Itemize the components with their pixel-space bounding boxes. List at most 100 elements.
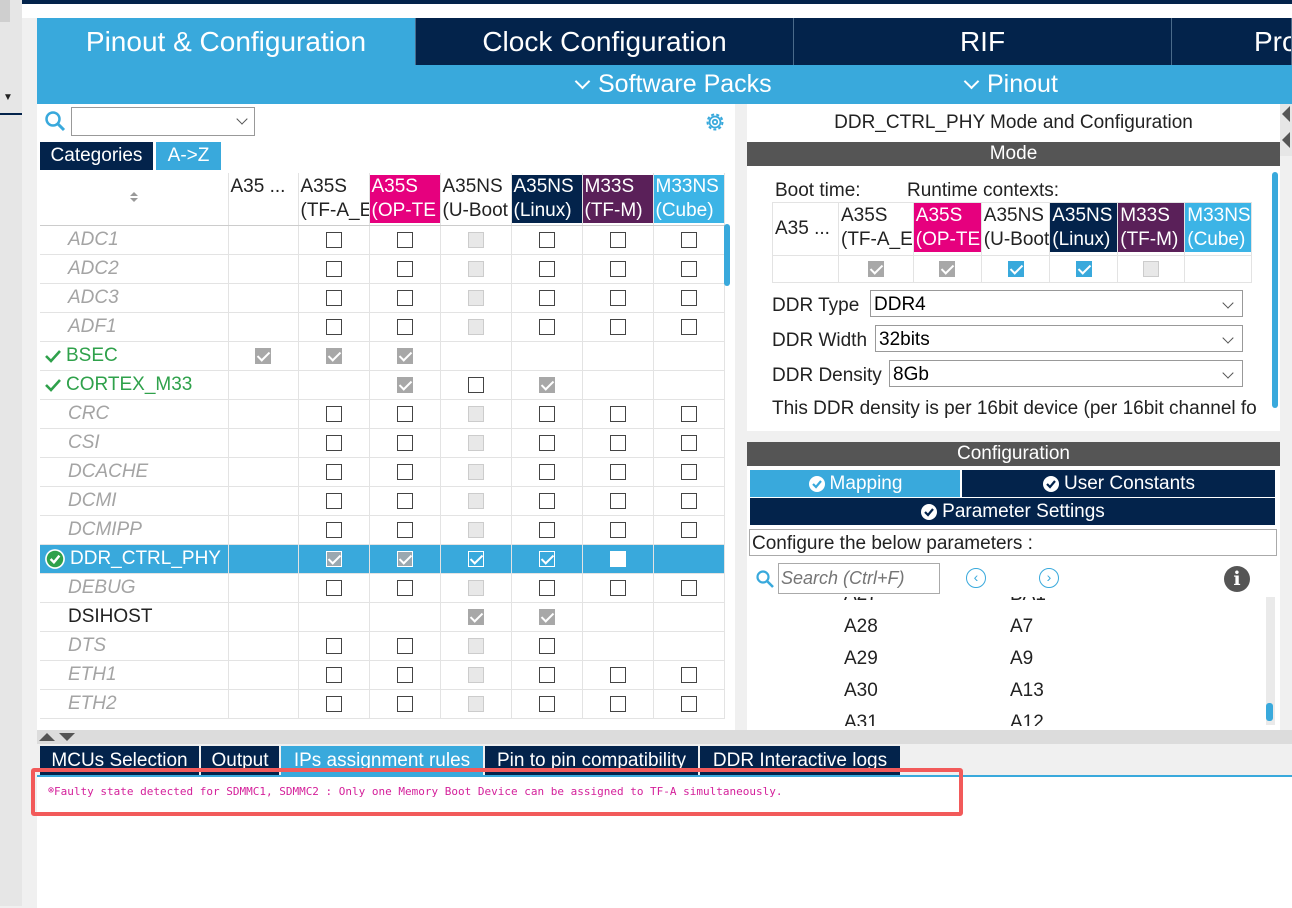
scrollbar-thumb[interactable] <box>724 224 730 286</box>
search-prev-button[interactable]: ‹ <box>966 568 986 588</box>
table-row[interactable]: CRC <box>40 399 725 429</box>
checkbox[interactable] <box>325 666 342 683</box>
checkbox[interactable] <box>680 666 697 683</box>
checkbox[interactable] <box>538 318 555 335</box>
table-row[interactable]: ADC2 <box>40 254 725 284</box>
checkbox[interactable] <box>609 434 626 451</box>
checkbox[interactable] <box>396 579 413 596</box>
checkbox[interactable] <box>680 405 697 422</box>
checkbox[interactable] <box>396 521 413 538</box>
checkbox[interactable] <box>680 463 697 480</box>
checkbox[interactable] <box>325 231 342 248</box>
checkbox[interactable] <box>396 492 413 509</box>
ddr-type-select[interactable]: DDR4 <box>870 290 1243 317</box>
checkbox[interactable] <box>680 434 697 451</box>
checkbox[interactable] <box>680 231 697 248</box>
collapse-arrows[interactable] <box>1280 104 1292 156</box>
checkbox[interactable] <box>609 695 626 712</box>
checkbox[interactable] <box>680 289 697 306</box>
checkbox[interactable] <box>396 637 413 654</box>
table-row[interactable]: DCACHE <box>40 457 725 487</box>
software-packs-menu[interactable]: Software Packs <box>573 65 772 104</box>
tab-rif[interactable]: RIF <box>794 18 1172 65</box>
checkbox[interactable] <box>396 695 413 712</box>
parameter-row[interactable]: A29 A9 <box>750 644 1265 676</box>
tab-a-z[interactable]: A->Z <box>156 142 221 170</box>
table-row[interactable]: BSEC <box>40 341 725 371</box>
table-row[interactable]: ETH2 <box>40 689 725 719</box>
checkbox[interactable] <box>680 492 697 509</box>
checkbox[interactable] <box>538 434 555 451</box>
table-row[interactable]: CORTEX_M33 <box>40 370 725 400</box>
checkbox-checked[interactable] <box>467 550 484 567</box>
checkbox[interactable] <box>680 318 697 335</box>
scrollbar-thumb[interactable] <box>1272 172 1278 408</box>
ddr-width-select[interactable]: 32bits <box>875 325 1243 352</box>
checkbox[interactable] <box>609 492 626 509</box>
checkbox[interactable] <box>538 405 555 422</box>
table-row[interactable]: ADC1 <box>40 225 725 255</box>
checkbox[interactable] <box>325 405 342 422</box>
table-row[interactable]: ETH1 <box>40 660 725 690</box>
checkbox[interactable] <box>538 666 555 683</box>
checkbox[interactable] <box>325 695 342 712</box>
checkbox[interactable] <box>538 492 555 509</box>
checkbox[interactable] <box>609 289 626 306</box>
checkbox[interactable] <box>538 637 555 654</box>
tab-mapping[interactable]: Mapping <box>750 470 960 497</box>
pinout-menu[interactable]: Pinout <box>962 65 1058 104</box>
checkbox[interactable] <box>680 579 697 596</box>
checkbox[interactable] <box>538 463 555 480</box>
checkbox[interactable] <box>396 318 413 335</box>
checkbox[interactable] <box>538 260 555 277</box>
ddr-density-select[interactable]: 8Gb <box>889 360 1243 387</box>
checkbox[interactable] <box>325 318 342 335</box>
checkbox-checked[interactable] <box>538 550 555 567</box>
param-search-input[interactable] <box>778 563 940 594</box>
checkbox-checked[interactable] <box>1075 260 1092 277</box>
table-row[interactable]: ADC3 <box>40 283 725 313</box>
tab-project[interactable]: Pro <box>1172 18 1292 65</box>
checkbox[interactable] <box>609 405 626 422</box>
checkbox[interactable] <box>609 231 626 248</box>
checkbox[interactable] <box>325 637 342 654</box>
table-row[interactable]: DCMIPP <box>40 515 725 545</box>
parameter-row[interactable]: A31 A12 <box>750 708 1265 726</box>
checkbox[interactable] <box>396 666 413 683</box>
table-row[interactable]: DCMI <box>40 486 725 516</box>
checkbox[interactable] <box>609 463 626 480</box>
tab-categories[interactable]: Categories <box>40 142 153 170</box>
checkbox[interactable] <box>396 289 413 306</box>
checkbox[interactable] <box>325 579 342 596</box>
checkbox[interactable] <box>538 231 555 248</box>
checkbox[interactable] <box>325 521 342 538</box>
table-row[interactable]: DTS <box>40 631 725 661</box>
checkbox[interactable] <box>396 260 413 277</box>
checkbox[interactable] <box>609 579 626 596</box>
checkbox[interactable] <box>325 289 342 306</box>
dropdown-arrow-icon[interactable]: ▼ <box>3 92 13 103</box>
info-icon[interactable]: i <box>1224 566 1250 592</box>
search-icon[interactable] <box>44 110 66 132</box>
parameter-row[interactable]: A28 A7 <box>750 612 1265 644</box>
gear-icon[interactable] <box>703 110 727 134</box>
checkbox[interactable] <box>396 231 413 248</box>
checkbox[interactable] <box>680 260 697 277</box>
parameter-row[interactable]: A27 BA1 <box>750 597 1265 612</box>
checkbox[interactable] <box>680 695 697 712</box>
checkbox[interactable] <box>538 521 555 538</box>
checkbox[interactable] <box>467 376 484 393</box>
checkbox[interactable] <box>538 579 555 596</box>
checkbox-checked[interactable] <box>1007 260 1024 277</box>
parameter-row[interactable]: A30 A13 <box>750 676 1265 708</box>
checkbox[interactable] <box>609 260 626 277</box>
checkbox[interactable] <box>680 521 697 538</box>
horizontal-splitter[interactable] <box>37 730 1292 744</box>
tab-user-constants[interactable]: User Constants <box>962 470 1275 497</box>
checkbox[interactable] <box>609 521 626 538</box>
checkbox[interactable] <box>538 289 555 306</box>
checkbox[interactable] <box>325 463 342 480</box>
checkbox[interactable] <box>538 695 555 712</box>
table-row[interactable]: DDR_CTRL_PHY <box>40 544 725 574</box>
checkbox[interactable] <box>325 434 342 451</box>
